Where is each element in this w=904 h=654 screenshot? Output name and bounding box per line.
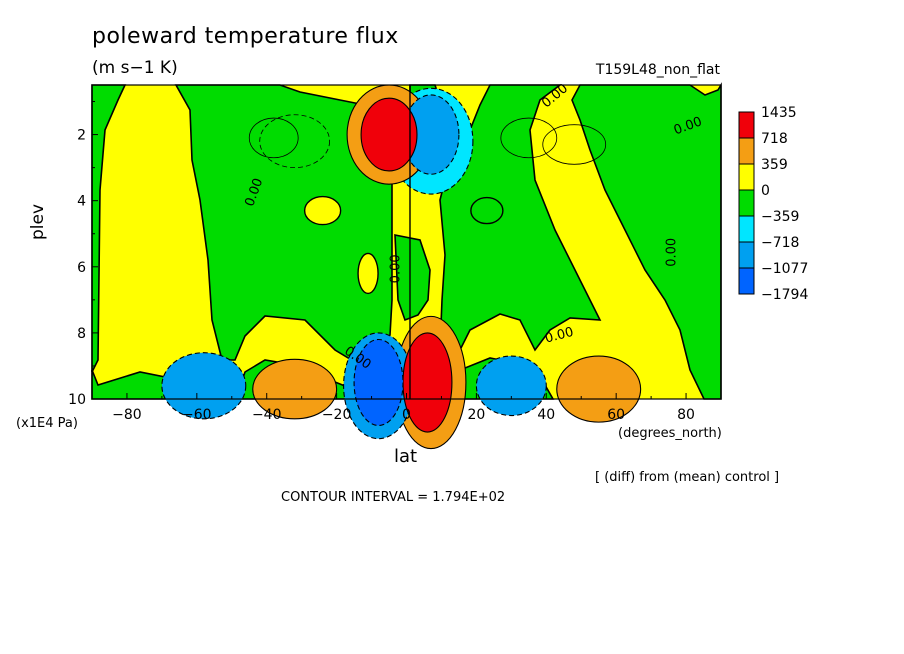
- negative-region-2: [174, 84, 393, 363]
- colorbar-swatch: [738, 137, 755, 165]
- y-tick-label: 4: [77, 194, 86, 210]
- x-tick-label: −20: [322, 407, 352, 423]
- contour-line: [248, 117, 299, 159]
- x-tick-label: 20: [467, 407, 485, 423]
- contour-interval: CONTOUR INTERVAL = 1.794E+02: [281, 490, 506, 505]
- contour-label: 0.00: [389, 254, 404, 283]
- colorbar-label: 1435: [761, 105, 797, 121]
- colorbar-label: −1077: [761, 261, 808, 277]
- x-axis-unit: (degrees_north): [618, 426, 722, 441]
- x-tick-label: 40: [537, 407, 555, 423]
- y-tick-label: 8: [77, 326, 86, 342]
- x-tick-label: 80: [677, 407, 695, 423]
- x-tick-label: −60: [182, 407, 212, 423]
- flux-feature: [475, 355, 547, 417]
- flux-feature: [360, 97, 418, 172]
- colorbar-swatch: [738, 267, 755, 295]
- colorbar-label: −359: [761, 209, 799, 225]
- flux-feature: [252, 358, 338, 420]
- colorbar-swatch: [738, 111, 755, 139]
- experiment-label: T159L48_non_flat: [595, 62, 720, 78]
- colorbar-label: −718: [761, 235, 799, 251]
- colorbar-label: 0: [761, 183, 770, 199]
- y-axis-unit: (x1E4 Pa): [16, 416, 78, 431]
- y-tick-label: 10: [68, 392, 86, 408]
- flux-feature: [556, 355, 642, 423]
- negative-island: [470, 196, 504, 225]
- flux-feature: [161, 352, 247, 420]
- x-tick-label: −80: [112, 407, 142, 423]
- colorbar-label: 718: [761, 131, 788, 147]
- contour-label: 0.00: [665, 238, 680, 267]
- chart-units: (m s−1 K): [92, 58, 178, 78]
- negative-region-9: [394, 234, 431, 322]
- comparison-note: [ (diff) from (mean) control ]: [595, 470, 780, 485]
- x-tick-label: −40: [252, 407, 282, 423]
- colorbar-swatch: [738, 163, 755, 191]
- colorbar-swatch: [738, 189, 755, 217]
- colorbar-label: −1794: [761, 287, 808, 303]
- y-tick-label: 6: [77, 260, 86, 276]
- colorbar-swatch: [738, 241, 755, 269]
- positive-island: [357, 252, 379, 295]
- chart-title: poleward temperature flux: [92, 24, 399, 49]
- positive-island: [303, 195, 342, 226]
- contour-line: [259, 114, 331, 169]
- colorbar-swatch: [738, 215, 755, 243]
- x-tick-label: 60: [607, 407, 625, 423]
- colorbar-label: 359: [761, 157, 788, 173]
- contour-label: 0.00: [543, 325, 575, 347]
- y-tick-label: 2: [77, 128, 86, 144]
- contour-line: [542, 124, 607, 165]
- x-tick-label: 0: [402, 407, 411, 423]
- negative-region-1: [91, 84, 127, 373]
- x-axis-label: lat: [394, 446, 418, 467]
- contour-line: [500, 117, 558, 159]
- negative-region-7: [571, 82, 722, 400]
- flux-feature: [353, 338, 404, 426]
